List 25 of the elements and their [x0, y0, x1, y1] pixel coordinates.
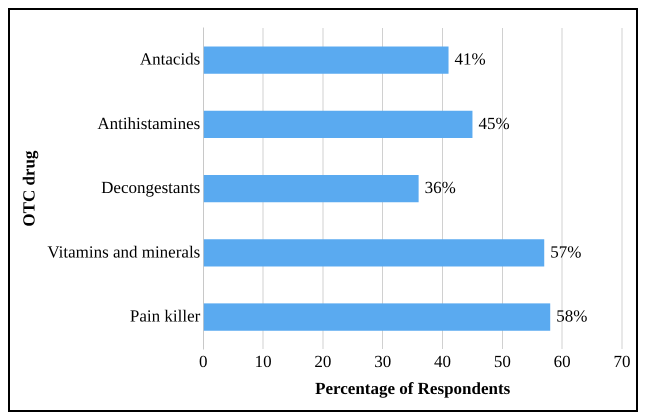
x-tick-label: 40 — [434, 352, 452, 371]
y-tick-label: Antihistamines — [97, 114, 200, 133]
x-tick-label: 10 — [254, 352, 272, 371]
data-label: 58% — [556, 306, 588, 326]
bar — [204, 110, 472, 138]
data-label: 57% — [550, 242, 582, 262]
y-tick-label: Pain killer — [130, 306, 201, 326]
y-tick-label: Vitamins and minerals — [47, 242, 200, 262]
bar — [204, 174, 419, 202]
y-tick-label: Antacids — [140, 50, 200, 69]
bar — [204, 239, 544, 266]
x-tick-label: 30 — [374, 352, 392, 371]
x-tick-label: 60 — [554, 352, 571, 371]
y-tick-label: Decongestants — [101, 178, 200, 198]
x-tick-label: 20 — [314, 352, 332, 371]
bar — [204, 303, 550, 331]
x-tick-label: 70 — [614, 352, 630, 371]
y-axis-title: OTC drug — [20, 150, 39, 227]
x-axis-title: Percentage of Respondents — [315, 379, 511, 398]
bar — [204, 46, 449, 74]
data-label: 41% — [454, 50, 486, 69]
x-tick-label: 0 — [199, 352, 208, 371]
data-label: 36% — [424, 178, 456, 198]
data-label: 45% — [478, 114, 510, 133]
x-tick-label: 50 — [494, 352, 511, 371]
